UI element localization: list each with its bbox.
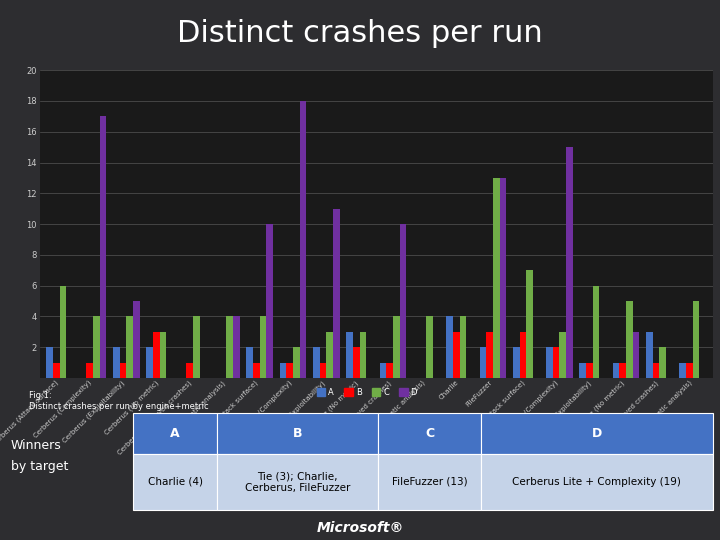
- Bar: [400, 224, 406, 378]
- Bar: [120, 363, 126, 378]
- Bar: [386, 363, 393, 378]
- Bar: [226, 316, 233, 378]
- Text: Cerberus Lite + Complexity (19): Cerberus Lite + Complexity (19): [513, 477, 681, 487]
- Bar: [686, 363, 693, 378]
- Bar: [186, 363, 193, 378]
- Text: A: A: [328, 388, 334, 396]
- Bar: [160, 332, 166, 378]
- Bar: [113, 347, 120, 378]
- Bar: [193, 316, 199, 378]
- Bar: [53, 363, 60, 378]
- Bar: [246, 347, 253, 378]
- Bar: [526, 270, 533, 378]
- Bar: [287, 363, 293, 378]
- Bar: [500, 178, 506, 378]
- Bar: [253, 363, 259, 378]
- Bar: [359, 332, 366, 378]
- Bar: [133, 301, 140, 378]
- Text: D: D: [592, 427, 602, 440]
- Bar: [486, 332, 493, 378]
- Bar: [300, 101, 306, 378]
- Text: D: D: [410, 388, 417, 396]
- Text: Winners
by target: Winners by target: [11, 440, 68, 473]
- Bar: [86, 363, 93, 378]
- Text: B: B: [292, 427, 302, 440]
- Text: Tie (3); Charlie,
Cerberus, FileFuzzer: Tie (3); Charlie, Cerberus, FileFuzzer: [245, 471, 350, 492]
- Text: Fig 1:
Distinct crashes per run by engine+metric: Fig 1: Distinct crashes per run by engin…: [29, 392, 208, 411]
- Bar: [259, 316, 266, 378]
- Bar: [693, 301, 699, 378]
- Bar: [313, 347, 320, 378]
- Bar: [513, 347, 520, 378]
- Bar: [93, 316, 99, 378]
- Bar: [566, 147, 573, 378]
- Text: Microsoft®: Microsoft®: [316, 521, 404, 535]
- Text: FileFuzzer (13): FileFuzzer (13): [392, 477, 467, 487]
- Bar: [546, 347, 553, 378]
- Bar: [293, 347, 300, 378]
- Bar: [333, 208, 340, 378]
- Bar: [493, 178, 500, 378]
- Bar: [453, 332, 459, 378]
- Bar: [320, 363, 326, 378]
- Bar: [279, 363, 287, 378]
- Bar: [46, 347, 53, 378]
- Bar: [426, 316, 433, 378]
- Bar: [553, 347, 559, 378]
- Bar: [459, 316, 466, 378]
- Text: B: B: [356, 388, 361, 396]
- Bar: [653, 363, 660, 378]
- Bar: [559, 332, 566, 378]
- Bar: [146, 347, 153, 378]
- Bar: [393, 316, 400, 378]
- Bar: [353, 347, 359, 378]
- Text: C: C: [425, 427, 434, 440]
- Bar: [613, 363, 619, 378]
- Text: C: C: [383, 388, 389, 396]
- Bar: [660, 347, 666, 378]
- Bar: [60, 286, 66, 378]
- Bar: [99, 116, 107, 378]
- Bar: [580, 363, 586, 378]
- Bar: [646, 332, 653, 378]
- Bar: [593, 286, 600, 378]
- Bar: [619, 363, 626, 378]
- Bar: [379, 363, 386, 378]
- Bar: [586, 363, 593, 378]
- Bar: [633, 332, 639, 378]
- Bar: [346, 332, 353, 378]
- Bar: [266, 224, 273, 378]
- Bar: [326, 332, 333, 378]
- Bar: [680, 363, 686, 378]
- Text: A: A: [170, 427, 180, 440]
- Bar: [480, 347, 486, 378]
- Bar: [126, 316, 133, 378]
- Bar: [233, 316, 240, 378]
- Bar: [520, 332, 526, 378]
- Bar: [446, 316, 453, 378]
- Bar: [626, 301, 633, 378]
- Text: Charlie (4): Charlie (4): [148, 477, 202, 487]
- Bar: [153, 332, 160, 378]
- Text: Distinct crashes per run: Distinct crashes per run: [177, 19, 543, 48]
